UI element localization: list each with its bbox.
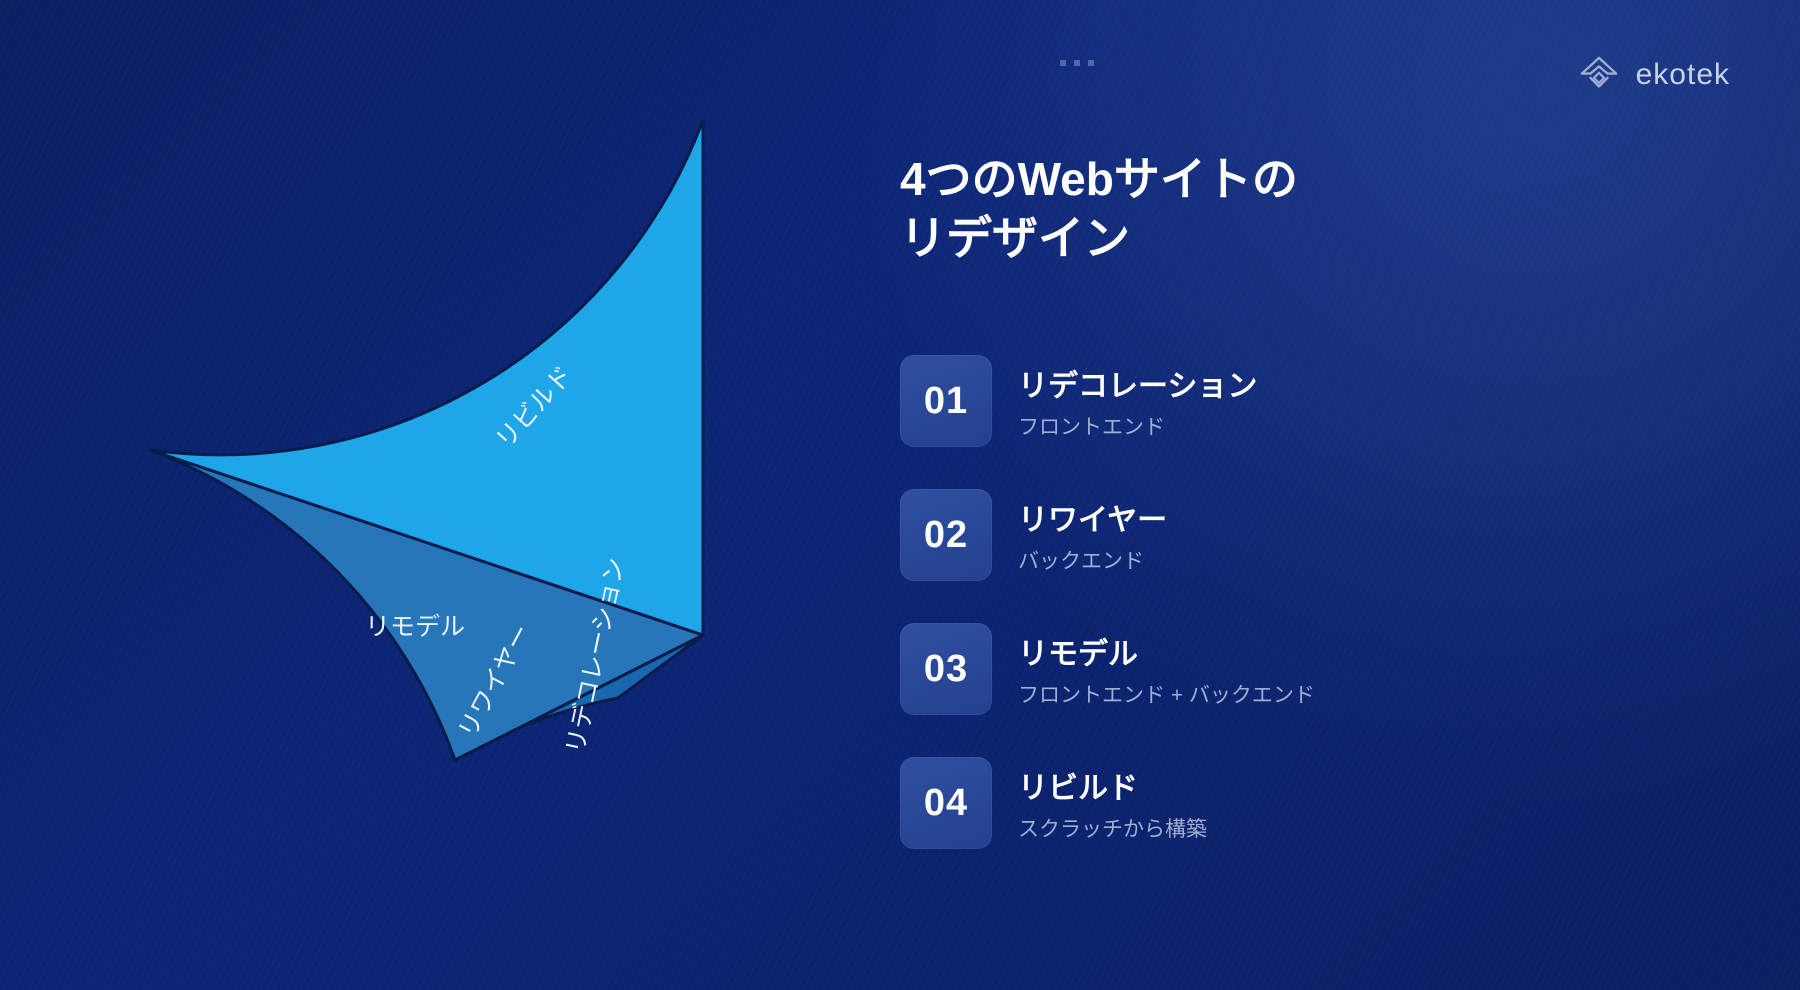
feature-list: 01 リデコレーション フロントエンド 02 リワイヤー バックエンド 03 リ… <box>900 355 1600 849</box>
item-title-2: リワイヤー <box>1018 495 1167 539</box>
brand-logo: ekotek <box>1576 55 1730 95</box>
list-item-4[interactable]: 04 リビルド スクラッチから構築 <box>900 757 1600 849</box>
title-line-1: 4つのWebサイトの <box>900 153 1298 205</box>
item-subtitle-3: フロントエンド + バックエンド <box>1018 679 1315 709</box>
item-subtitle-4: スクラッチから構築 <box>1018 813 1207 843</box>
item-badge-1: 01 <box>900 355 992 447</box>
item-subtitle-1: フロントエンド <box>1018 411 1257 441</box>
item-badge-4: 04 <box>900 757 992 849</box>
brand-name: ekotek <box>1636 58 1730 92</box>
title-line-2: リデザイン <box>900 212 1130 264</box>
decorative-dot-grid <box>1060 60 1120 80</box>
item-title-3: リモデル <box>1018 629 1315 673</box>
list-item-3[interactable]: 03 リモデル フロントエンド + バックエンド <box>900 623 1600 715</box>
fan-chart: リビルド リモデル リワイヤー リデコレーション <box>55 95 705 855</box>
slice-label-remodel: リモデル <box>365 613 465 641</box>
item-badge-3: 03 <box>900 623 992 715</box>
item-badge-2: 02 <box>900 489 992 581</box>
list-item-1[interactable]: 01 リデコレーション フロントエンド <box>900 355 1600 447</box>
item-subtitle-2: バックエンド <box>1018 545 1167 575</box>
item-title-4: リビルド <box>1018 763 1207 807</box>
list-item-2[interactable]: 02 リワイヤー バックエンド <box>900 489 1600 581</box>
item-title-1: リデコレーション <box>1018 361 1257 405</box>
slide-background: ekotek 4つのWebサイトの リデザイン 01 リデコレーション フロント… <box>0 0 1800 990</box>
ekotek-logo-icon <box>1576 55 1622 95</box>
slide-title: 4つのWebサイトの リデザイン <box>900 150 1580 268</box>
